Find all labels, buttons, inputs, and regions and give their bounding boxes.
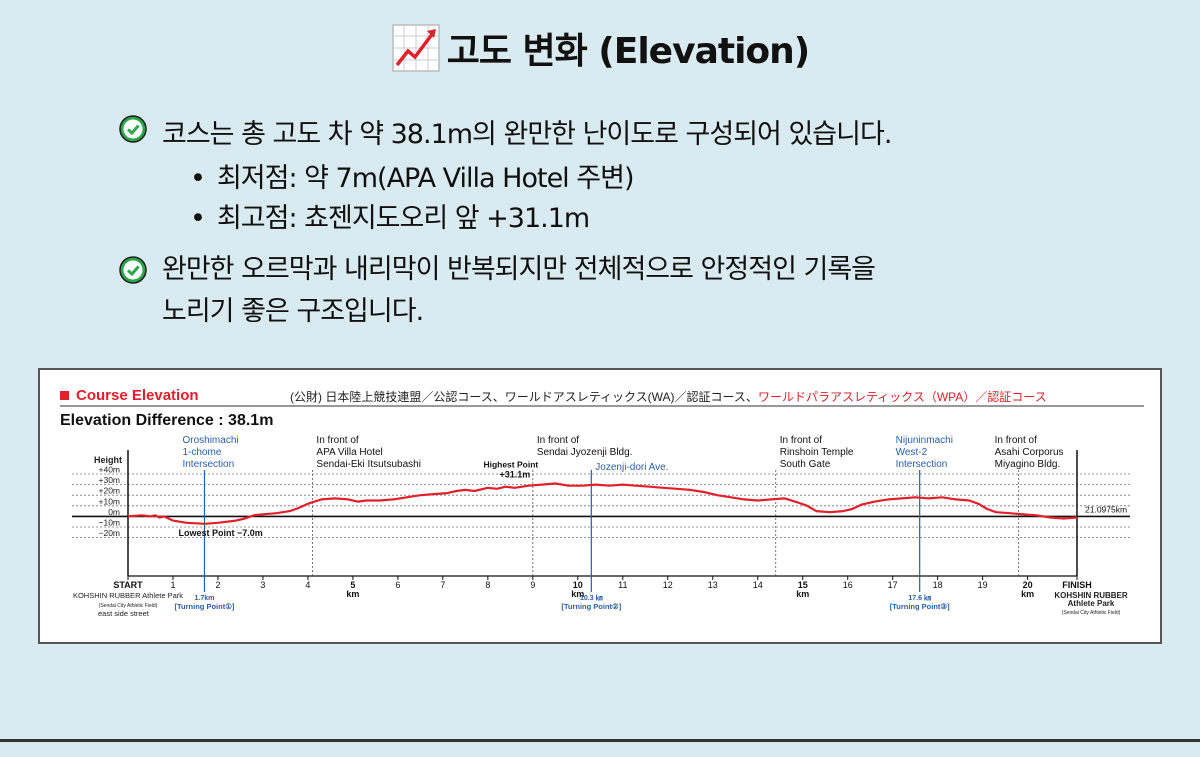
y-tick-label: +30m <box>99 475 121 485</box>
label-layer: 1.7km[Turning Point①]10.3 ㎞[Turning Poin… <box>175 459 1128 611</box>
title-marker <box>60 391 69 400</box>
landmark-label: Oroshimachi <box>182 435 238 446</box>
x-tick-label: 1 <box>170 580 175 590</box>
turning-point-label: [Turning Point①] <box>175 602 235 611</box>
check-circle-icon <box>119 256 147 284</box>
x-tick-label: 8 <box>485 580 490 590</box>
sub-bullet-lowest: • 최저점: 약 7m(APA Villa Hotel 주변) <box>190 163 635 194</box>
landmark-label: Intersection <box>182 459 234 470</box>
landmark-label: Intersection <box>896 459 948 470</box>
finish-caption: KOHSHIN RUBBER <box>1054 591 1128 600</box>
landmark-label: South Gate <box>780 459 831 470</box>
landmark-label: In front of <box>316 435 358 446</box>
y-tick-label: 0m <box>108 507 120 517</box>
x-tick-label: 9 <box>530 580 535 590</box>
x-unit-label: km <box>796 589 809 599</box>
x-tick-label: 18 <box>933 580 943 590</box>
highest-point-value: +31.1m <box>499 469 530 479</box>
x-tick-label: 10 <box>573 580 583 590</box>
x-unit-label: km <box>346 589 359 599</box>
y-tick-label: −10m <box>99 518 121 528</box>
landmark-label: APA Villa Hotel <box>316 447 382 458</box>
elevation-series-line <box>127 482 1078 525</box>
lowest-point-label: Lowest Point −7.0m <box>178 528 262 538</box>
line-layer <box>127 482 1078 525</box>
landmark-label: Jozenji-dori Ave. <box>595 462 668 473</box>
finish-caption: Athlete Park <box>1068 599 1115 608</box>
x-tick-label: 6 <box>395 580 400 590</box>
course-elevation-panel: Course Elevation (公財) 日本陸上競技連盟／公認コース、ワール… <box>38 368 1162 644</box>
x-tick-label: 17 <box>888 580 898 590</box>
landmark-label: Sendai-Eki Itsutsubashi <box>316 459 421 470</box>
chart-title: Course Elevation <box>76 387 199 404</box>
x-tick-label: 5 <box>350 580 355 590</box>
chart-subtitle: Elevation Difference : 38.1m <box>60 412 273 429</box>
bullet-row-1: 코스는 총 고도 차 약 38.1m의 완만한 난이도로 구성되어 있습니다. <box>118 112 1118 151</box>
x-tick-label: 14 <box>753 580 763 590</box>
bullet-text-2a: 완만한 오르막과 내리막이 반복되지만 전체적으로 안정적인 기록을 <box>162 254 876 285</box>
x-tick-label: 16 <box>843 580 853 590</box>
y-tick-label: +40m <box>99 465 121 475</box>
x-tick-label: 2 <box>215 580 220 590</box>
chart-increasing-icon <box>392 24 440 72</box>
x-tick-label: 7 <box>440 580 445 590</box>
bullet-row-2: 완만한 오르막과 내리막이 반복되지만 전체적으로 안정적인 기록을 노리기 좋… <box>118 249 1118 333</box>
turning-point-distance: 1.7km <box>195 595 215 602</box>
check-circle-icon <box>119 115 147 143</box>
x-tick-label: 12 <box>663 580 673 590</box>
landmark-label: Nijuninmachi <box>896 435 953 446</box>
y-tick-label: −20m <box>99 528 121 538</box>
turning-point-distance: 10.3 ㎞ <box>580 594 603 602</box>
landmark-label: In front of <box>780 435 822 446</box>
x-unit-label: km <box>1021 589 1034 599</box>
start-caption: (Sendai City Athletic Field) <box>99 603 158 609</box>
sub-bullet-highest-text: 최고점: 쵸젠지도오리 앞 +31.1m <box>216 203 590 234</box>
page-title: 고도 변화 (Elevation) <box>0 22 1200 74</box>
landmark-label: In front of <box>995 435 1037 446</box>
x-tick-label: 13 <box>708 580 718 590</box>
x-tick-label: 3 <box>260 580 265 590</box>
certification-text: (公財) 日本陸上競技連盟／公認コース、ワールドアスレティックス(WA)／認証コ… <box>290 389 1047 404</box>
x-tick-label: 11 <box>618 580 627 590</box>
start-caption: KOHSHIN RUBBER Athlete Park <box>73 591 183 600</box>
sub-bullet-lowest-text: 최저점: 약 7m(APA Villa Hotel 주변) <box>216 163 635 194</box>
y-axis-label: Height <box>94 455 122 465</box>
landmark-label: Sendai Jyozenji Bldg. <box>537 447 633 458</box>
x-tick-label: START <box>113 580 143 590</box>
certification-red: ワールドパラアスレティックス（WPA）／認証コース <box>758 389 1047 404</box>
sub-bullet-highest: • 최고점: 쵸젠지도오리 앞 +31.1m <box>190 203 590 234</box>
landmark-label: Rinshoin Temple <box>780 447 854 458</box>
landmark-label: 1-chome <box>182 447 221 458</box>
finish-caption: (Sendai City Athletic Field) <box>1062 610 1121 616</box>
x-tick-label: 15 <box>798 580 808 590</box>
landmark-label: Miyagino Bldg. <box>995 459 1061 470</box>
title-text: 고도 변화 (Elevation) <box>446 31 810 72</box>
start-caption: east side street <box>98 609 150 618</box>
turning-point-label: [Turning Point③] <box>890 602 950 611</box>
x-unit-label: km <box>571 589 584 599</box>
certification-black: (公財) 日本陸上競技連盟／公認コース、ワールドアスレティックス(WA)／認証コ… <box>290 389 758 404</box>
bullet-text-2b: 노리기 좋은 구조입니다. <box>162 296 424 327</box>
bullet-text-1: 코스는 총 고도 차 약 38.1m의 완만한 난이도로 구성되어 있습니다. <box>162 119 892 150</box>
landmark-label: West-2 <box>896 447 928 458</box>
x-tick-label: 4 <box>305 580 310 590</box>
distance-label: 21.0975km <box>1085 504 1127 514</box>
highest-point-label: Highest Point <box>483 459 538 469</box>
bottom-divider <box>0 739 1200 742</box>
x-tick-label: FINISH <box>1062 580 1092 590</box>
summary-bullets: 코스는 총 고도 차 약 38.1m의 완만한 난이도로 구성되어 있습니다. … <box>118 112 1118 341</box>
turning-point-label: [Turning Point②] <box>561 602 621 611</box>
landmark-label: Asahi Corporus <box>995 447 1064 458</box>
landmark-label: In front of <box>537 435 579 446</box>
y-tick-label: +10m <box>99 496 121 506</box>
elevation-chart: Course Elevation (公財) 日本陸上競技連盟／公認コース、ワール… <box>60 387 1144 618</box>
x-tick-label: 20 <box>1023 580 1033 590</box>
y-tick-label: +20m <box>99 486 121 496</box>
turning-point-distance: 17.6 ㎞ <box>908 594 931 602</box>
x-tick-label: 19 <box>978 580 988 590</box>
